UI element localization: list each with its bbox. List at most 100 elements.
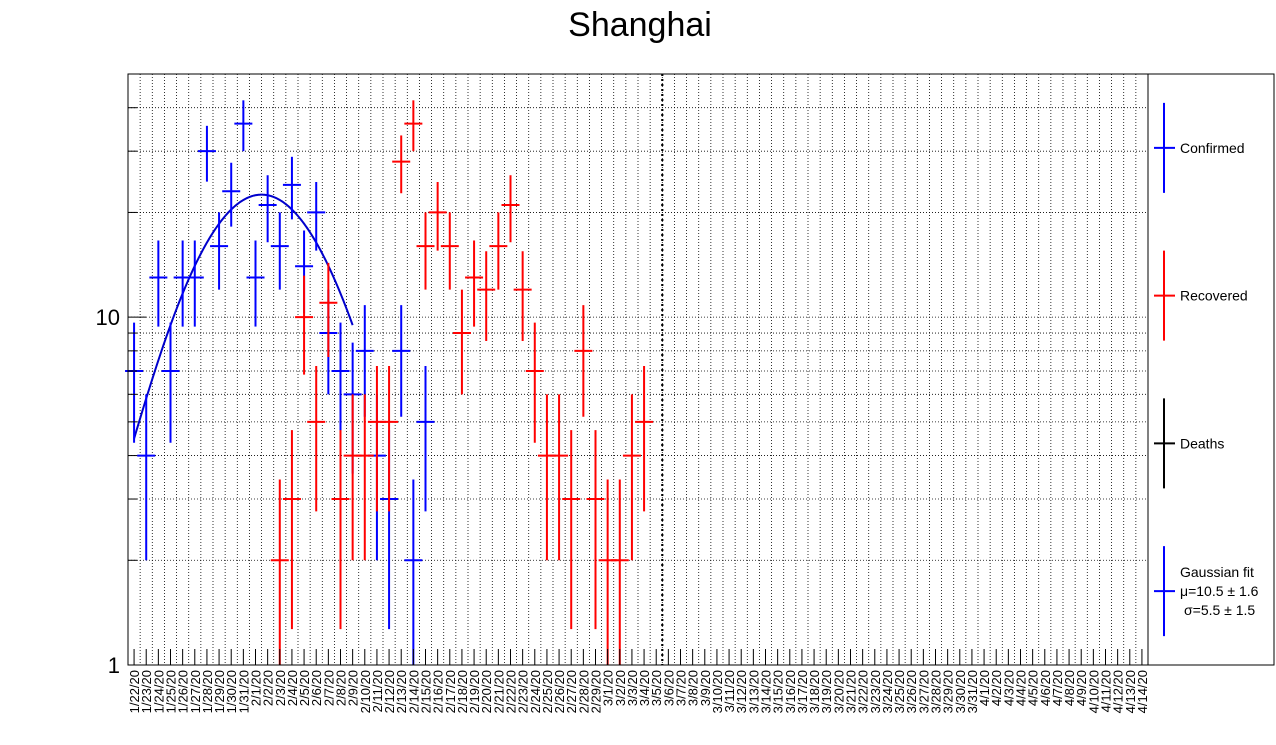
points-layer — [125, 100, 654, 665]
data-point-recovered — [513, 251, 532, 342]
x-tick-label: 2/10/20 — [358, 670, 373, 713]
legend-entry-recovered: Recovered — [1154, 250, 1248, 341]
x-tick-label: 4/14/20 — [1135, 670, 1150, 713]
data-point-recovered — [392, 135, 411, 194]
x-tick-label: 2/5/20 — [297, 670, 312, 706]
x-tick-label: 2/9/20 — [346, 670, 361, 706]
data-point-confirmed — [234, 100, 253, 152]
x-tick-label: 3/7/20 — [674, 670, 689, 706]
data-point-confirmed — [392, 305, 411, 417]
x-tick-label: 3/17/20 — [795, 670, 810, 713]
x-tick-label: 3/10/20 — [710, 670, 725, 713]
x-tick-label: 1/22/20 — [127, 670, 142, 713]
data-point-confirmed — [307, 181, 326, 251]
x-tick-label: 3/30/20 — [953, 670, 968, 713]
x-tick-label: 2/6/20 — [309, 670, 324, 706]
data-point-recovered — [270, 479, 289, 665]
x-tick-label: 4/9/20 — [1074, 670, 1089, 706]
x-tick-label: 1/28/20 — [200, 670, 215, 713]
data-point-recovered — [331, 430, 350, 630]
data-point-recovered — [355, 394, 374, 561]
x-tick-label: 3/4/20 — [637, 670, 652, 706]
x-tick-label: 3/18/20 — [807, 670, 822, 713]
data-point-recovered — [367, 366, 386, 512]
x-tick-label: 2/7/20 — [321, 670, 336, 706]
x-tick-label: 1/30/20 — [224, 670, 239, 713]
x-tick-label: 3/13/20 — [746, 670, 761, 713]
x-tick-label: 4/8/20 — [1062, 670, 1077, 706]
x-tick-label: 2/26/20 — [552, 670, 567, 713]
x-tick-label: 2/19/20 — [467, 670, 482, 713]
x-tick-label: 3/26/20 — [904, 670, 919, 713]
x-tick-label: 1/31/20 — [236, 670, 251, 713]
x-tick-label: 4/5/20 — [1026, 670, 1041, 706]
x-tick-label: 4/13/20 — [1123, 670, 1138, 713]
x-tick-label: 2/15/20 — [419, 670, 434, 713]
data-point-confirmed — [222, 162, 241, 227]
x-tick-label: 1/23/20 — [139, 670, 154, 713]
x-tick-label: 3/1/20 — [601, 670, 616, 706]
data-point-recovered — [295, 275, 314, 375]
data-point-recovered — [562, 430, 581, 630]
data-point-recovered — [404, 100, 423, 152]
legend-entry-gaussian-fit: Gaussian fit μ=10.5 ± 1.6 σ=5.5 ± 1.5 — [1154, 546, 1259, 637]
data-point-confirmed — [270, 212, 289, 290]
x-tick-label: 2/23/20 — [516, 670, 531, 713]
x-tick-label: 3/27/20 — [916, 670, 931, 713]
x-tick-label: 2/20/20 — [479, 670, 494, 713]
x-tick-label: 3/12/20 — [734, 670, 749, 713]
data-point-recovered — [416, 212, 435, 290]
x-tick-label: 3/11/20 — [722, 670, 737, 712]
data-point-confirmed — [149, 240, 168, 327]
x-tick-label: 4/10/20 — [1086, 670, 1101, 713]
grid-layer — [128, 73, 1148, 665]
data-point-recovered — [380, 366, 399, 512]
data-point-recovered — [465, 240, 484, 327]
data-point-recovered — [635, 366, 654, 512]
x-tick-label: 3/16/20 — [783, 670, 798, 713]
x-tick-label: 3/21/20 — [844, 670, 859, 713]
data-point-recovered — [452, 289, 471, 395]
legend-fit-mu: μ=10.5 ± 1.6 — [1180, 583, 1259, 599]
x-tick-label: 4/4/20 — [1014, 670, 1029, 706]
data-point-recovered — [610, 479, 629, 665]
x-tick-label: 3/23/20 — [868, 670, 883, 713]
data-point-confirmed — [161, 322, 180, 443]
data-point-recovered — [428, 181, 447, 251]
x-tick-label: 3/20/20 — [831, 670, 846, 713]
legend-box — [1147, 73, 1275, 666]
x-tick-label: 3/9/20 — [698, 670, 713, 706]
legend-label: Gaussian fit — [1180, 564, 1254, 580]
data-point-recovered — [477, 251, 496, 342]
x-tick-label: 3/25/20 — [892, 670, 907, 713]
data-point-confirmed — [185, 240, 204, 327]
data-point-recovered — [574, 305, 593, 417]
x-tick-label: 2/14/20 — [406, 670, 421, 713]
x-tick-label: 2/1/20 — [249, 670, 264, 706]
data-point-recovered — [319, 262, 338, 357]
data-point-recovered — [282, 430, 301, 630]
x-tick-label: 3/15/20 — [771, 670, 786, 713]
x-tick-label: 3/22/20 — [856, 670, 871, 713]
x-tick-label: 3/6/20 — [661, 670, 676, 706]
x-tick-label: 3/24/20 — [880, 670, 895, 713]
x-tick-label: 4/6/20 — [1038, 670, 1053, 706]
x-tick-label: 4/1/20 — [977, 670, 992, 706]
x-tick-label: 2/11/20 — [370, 670, 385, 712]
x-tick-label: 3/28/20 — [929, 670, 944, 713]
x-tick-label: 2/8/20 — [334, 670, 349, 706]
x-tick-label: 1/24/20 — [151, 670, 166, 713]
x-tick-label: 1/27/20 — [188, 670, 203, 713]
data-point-recovered — [307, 366, 326, 512]
x-tick-label: 2/13/20 — [394, 670, 409, 713]
chart-title: Shanghai — [568, 6, 712, 44]
x-tick-label: 2/21/20 — [491, 670, 506, 713]
x-tick-label: 2/12/20 — [382, 670, 397, 713]
x-tick-label: 3/19/20 — [819, 670, 834, 713]
legend-layer: Confirmed Recovered Deaths Gaussian fit μ=10… — [1147, 73, 1275, 666]
x-tick-label: 2/24/20 — [528, 670, 543, 713]
x-tick-label: 1/29/20 — [212, 670, 227, 713]
data-point-recovered — [622, 394, 641, 561]
